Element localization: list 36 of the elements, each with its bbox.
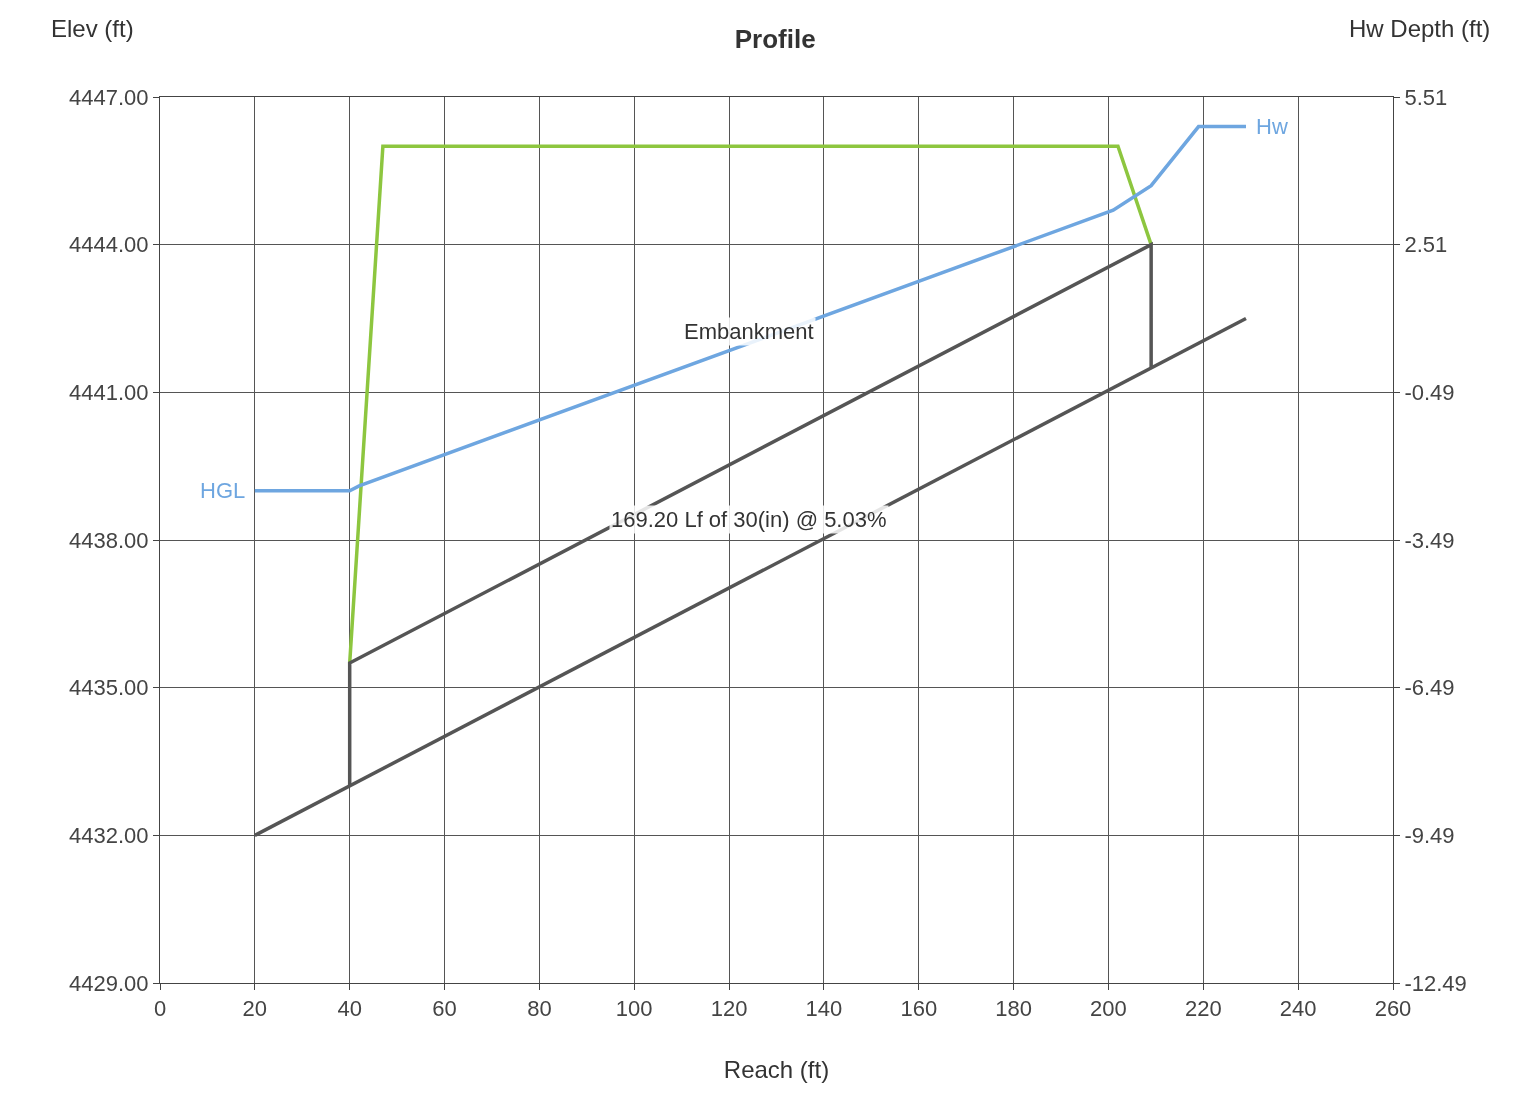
y2-tick-label: 2.51 [1404,232,1448,258]
x-tick-label: 120 [710,996,748,1022]
x-tick-label: 100 [615,996,653,1022]
x-tick-label: 40 [337,996,362,1022]
y-tick-label: 4438.00 [69,527,149,553]
y-axis-title: Elev (ft) [51,15,134,42]
y2-axis-title: Hw Depth (ft) [1349,15,1491,42]
y2-tick-label: -6.49 [1404,675,1455,701]
x-tick-label: 160 [900,996,938,1022]
x-tick-label: 180 [995,996,1032,1022]
y-tick-label: 4435.00 [69,675,149,701]
y-tick-label: 4444.00 [69,232,149,258]
x-axis-title: Reach (ft) [723,1055,830,1083]
x-tick-label: 220 [1184,996,1222,1022]
y-tick-label: 4429.00 [69,970,149,996]
chart-title: Profile [734,23,816,54]
y-tick-label: 4441.00 [69,380,149,406]
x-tick-label: 20 [242,996,268,1022]
y2-tick-label: 5.51 [1404,84,1448,110]
x-tick-label: 140 [805,996,843,1022]
x-tick-label: 0 [153,996,167,1022]
annotation: Embankment [684,319,814,344]
y2-tick-label: -12.49 [1404,970,1467,996]
x-tick-label: 60 [432,996,457,1022]
annotation: 169.20 Lf of 30(in) @ 5.03% [611,507,887,532]
annotation: HGL [200,478,246,503]
x-tick-label: 200 [1090,996,1127,1022]
annotation: Hw [1256,114,1288,139]
y2-tick-label: -0.49 [1404,380,1455,406]
x-tick-label: 80 [527,996,552,1022]
y-tick-label: 4447.00 [69,84,149,110]
x-tick-label: 260 [1374,996,1412,1022]
x-tick-label: 240 [1279,996,1317,1022]
y2-tick-label: -3.49 [1404,527,1455,553]
y-tick-label: 4432.00 [69,823,149,849]
y2-tick-label: -9.49 [1404,823,1455,849]
